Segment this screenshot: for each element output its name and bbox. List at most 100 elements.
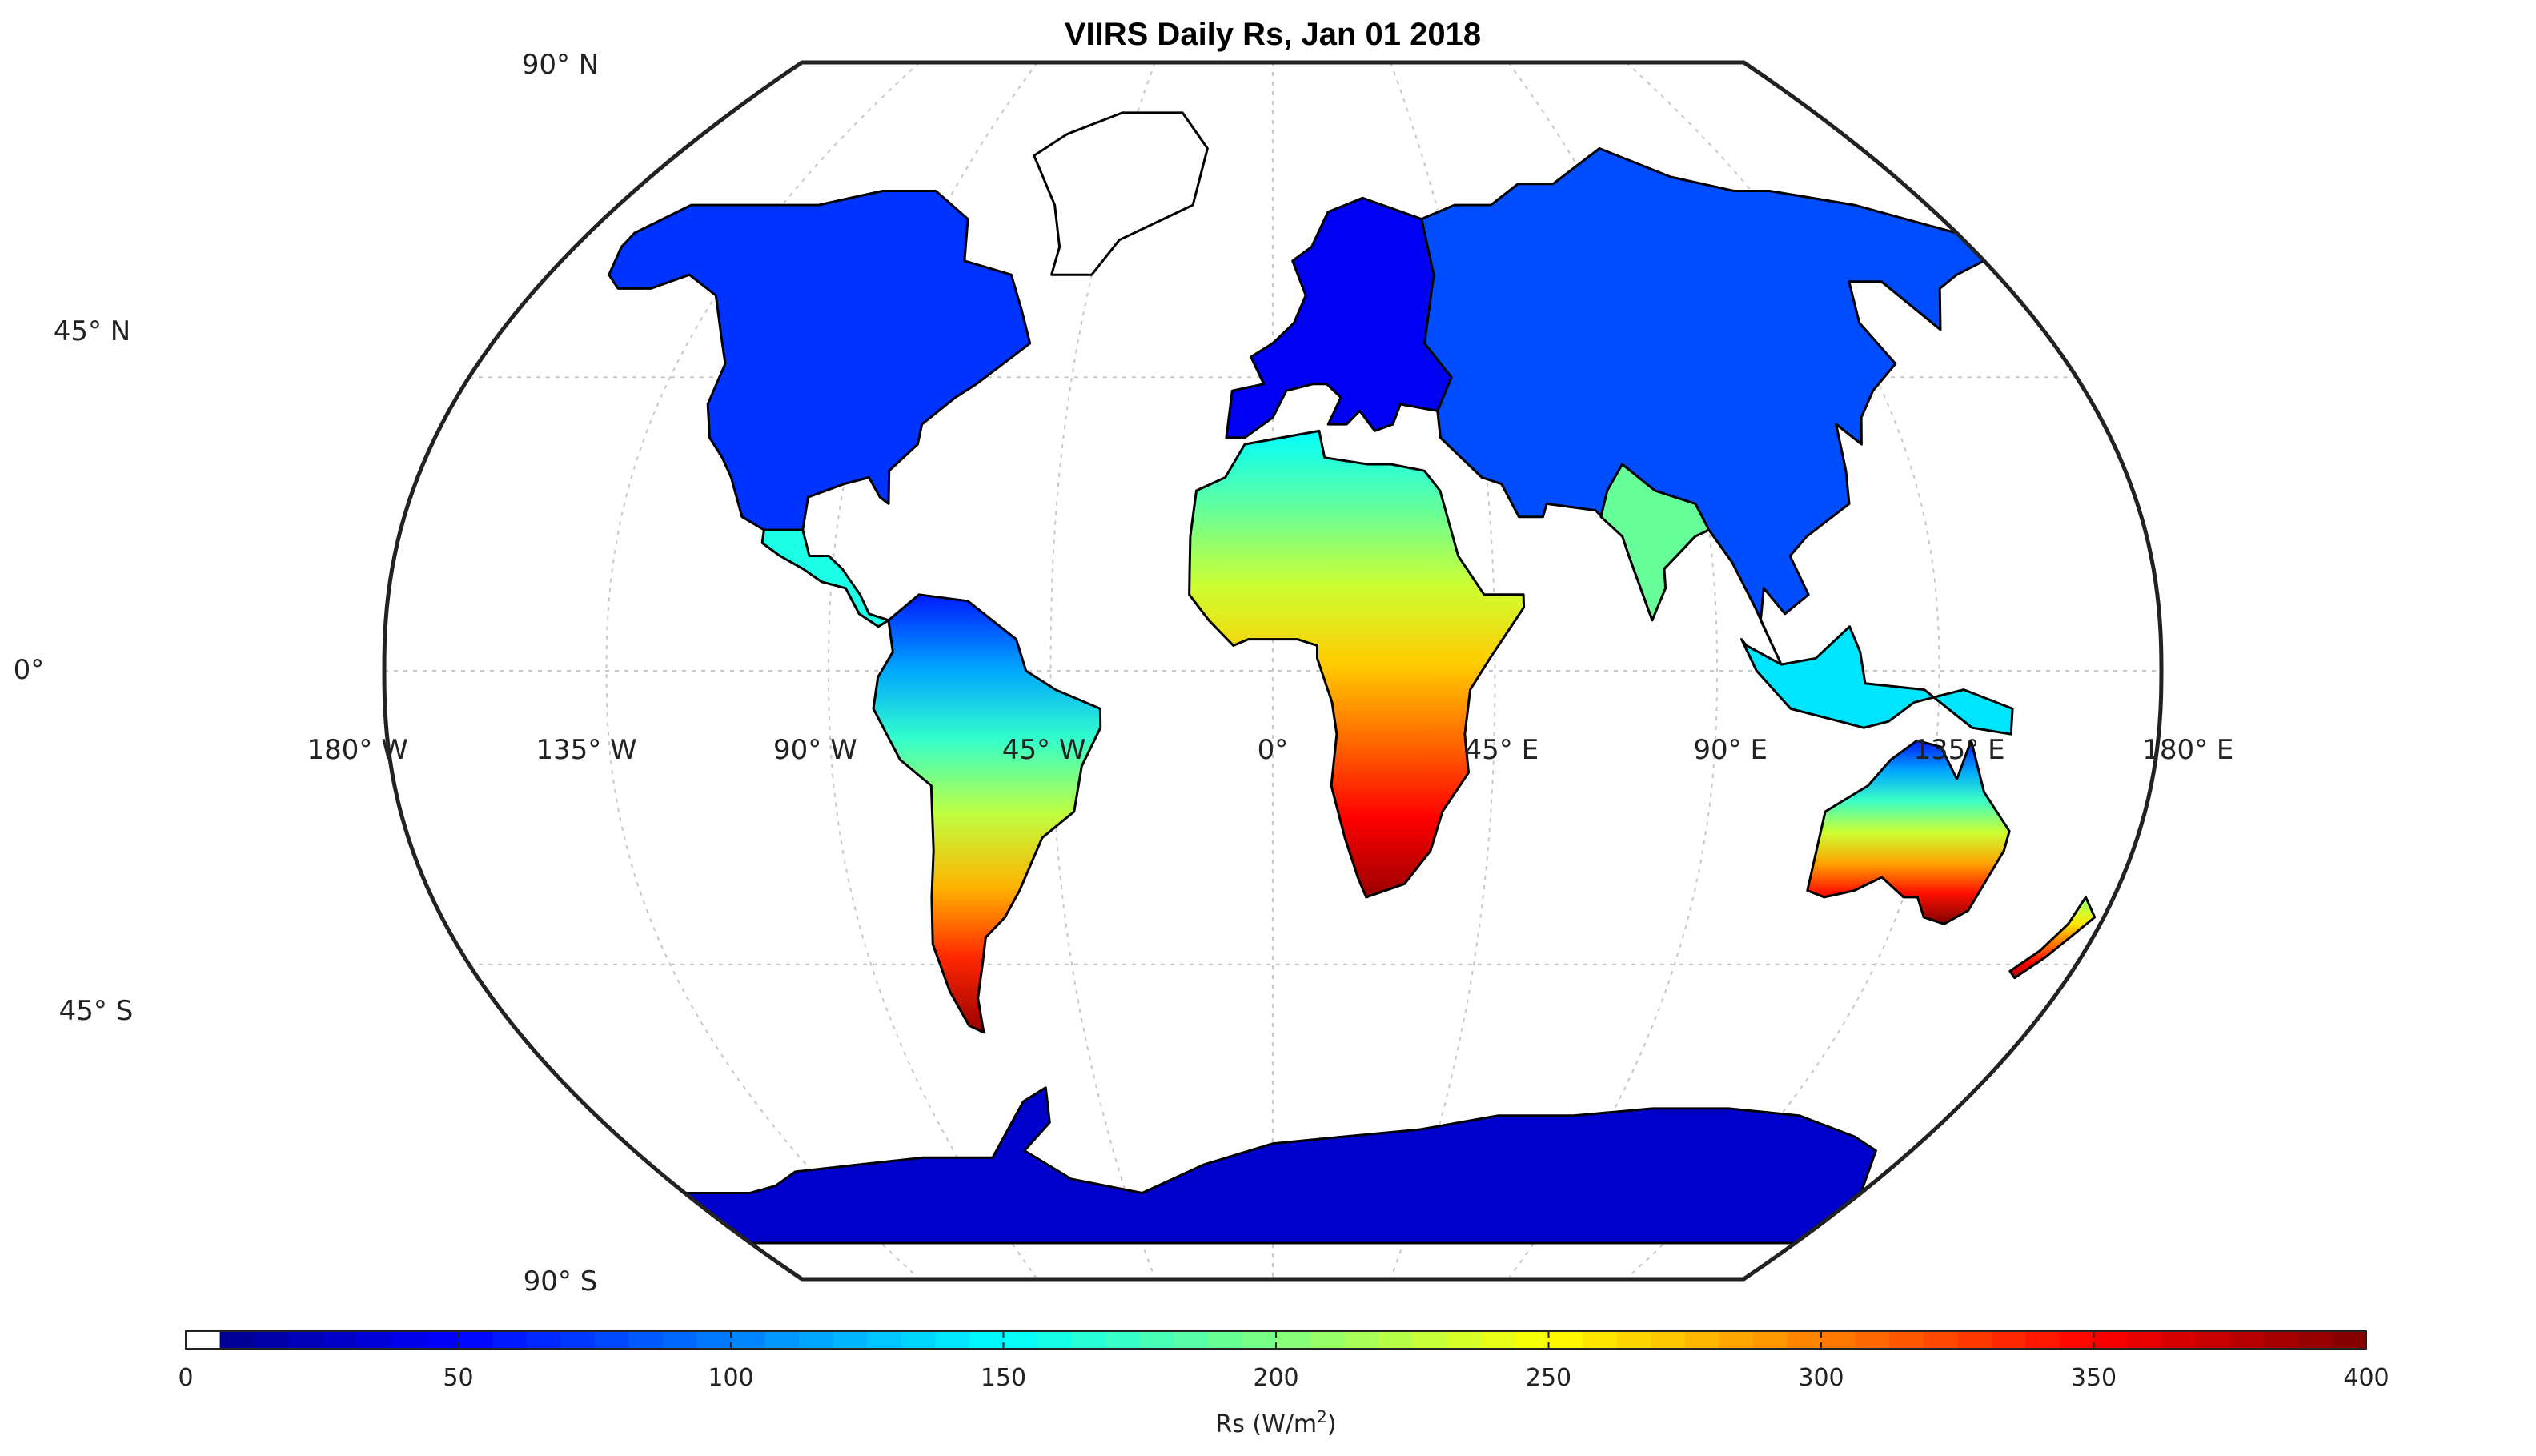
latitude-label: 90° S	[524, 1265, 598, 1298]
colorbar-cell	[1174, 1331, 1209, 1349]
colorbar-cell	[1583, 1331, 1618, 1349]
colorbar-cell	[731, 1331, 766, 1349]
colorbar-label-prefix: Rs (W/m	[1215, 1410, 1317, 1438]
longitude-label: 45° E	[1465, 734, 1539, 766]
map-area	[382, 60, 2164, 1282]
colorbar-cell	[2128, 1331, 2163, 1349]
colorbar-cell	[322, 1331, 357, 1349]
colorbar-cell	[1923, 1331, 1958, 1349]
colorbar-tick-label: 150	[981, 1364, 1026, 1392]
colorbar-cell	[1889, 1331, 1924, 1349]
colorbar-cell	[2196, 1331, 2231, 1349]
colorbar-cell	[2297, 1331, 2333, 1349]
colorbar-cell	[1344, 1331, 1379, 1349]
colorbar-cell	[969, 1331, 1005, 1349]
colorbar-cells	[186, 1331, 2367, 1349]
colorbar-cell	[1139, 1331, 1174, 1349]
colorbar-cell	[2229, 1331, 2265, 1349]
globe-outline	[382, 60, 2164, 1282]
colorbar-cell	[2161, 1331, 2197, 1349]
colorbar-cell	[662, 1331, 698, 1349]
colorbar-cell	[423, 1331, 459, 1349]
meridian-line	[1507, 62, 1719, 1279]
colorbar-label-suffix: )	[1327, 1410, 1337, 1438]
land-antarctica	[683, 1086, 1877, 1245]
colorbar-cell	[833, 1331, 868, 1349]
colorbar-cell	[1548, 1331, 1583, 1349]
latitude-label: 90° N	[522, 49, 600, 81]
colorbar-cell	[799, 1331, 834, 1349]
colorbar-cell	[1207, 1331, 1243, 1349]
colorbar-cell	[1412, 1331, 1447, 1349]
chart-title: VIIRS Daily Rs, Jan 01 2018	[1065, 17, 1481, 52]
colorbar-tick-label: 50	[443, 1364, 473, 1392]
land-africa	[1188, 429, 1526, 899]
colorbar-cell	[1037, 1331, 1073, 1349]
colorbar-cell	[1752, 1331, 1788, 1349]
colorbar-cell	[901, 1331, 936, 1349]
colorbar-cell	[1003, 1331, 1038, 1349]
colorbar-cell	[1514, 1331, 1550, 1349]
longitude-label: 180° E	[2142, 734, 2233, 766]
land-asia	[1420, 147, 1986, 666]
longitude-label: 135° E	[1913, 734, 2004, 766]
longitude-label: 90° W	[773, 734, 857, 766]
colorbar-cell	[2264, 1331, 2299, 1349]
colorbar-cell	[1957, 1331, 1992, 1349]
land-new-zealand	[2008, 896, 2097, 980]
meridian-line	[827, 62, 1038, 1279]
longitude-label: 0°	[1258, 734, 1289, 766]
longitude-label: 180° W	[307, 734, 408, 766]
colorbar-ticks: 0 50 100 150 200 250 300 350 400	[178, 1331, 2390, 1392]
colorbar-cell	[219, 1331, 255, 1349]
colorbar-cell	[1684, 1331, 1719, 1349]
land-rs-field	[608, 111, 2097, 1245]
colorbar-cell	[254, 1331, 289, 1349]
colorbar-cell	[696, 1331, 732, 1349]
geo-labels: 90° N 45° N 0° 45° S 90° S 180° W 135° W 90° W 4…	[14, 49, 2234, 1298]
colorbar-tick-label: 200	[1253, 1364, 1298, 1392]
colorbar-label-superscript: 2	[1317, 1407, 1327, 1426]
colorbar-cell	[1821, 1331, 1856, 1349]
colorbar-cell	[526, 1331, 561, 1349]
colorbar-cell	[1105, 1331, 1141, 1349]
latitude-label: 0°	[14, 654, 45, 686]
latitude-label: 45° S	[59, 995, 134, 1027]
colorbar-tick-label: 250	[1526, 1364, 1571, 1392]
colorbar-cell	[492, 1331, 528, 1349]
colorbar-cell	[1855, 1331, 1890, 1349]
colorbar-cell	[935, 1331, 970, 1349]
colorbar-cell	[764, 1331, 800, 1349]
colorbar-cell	[1378, 1331, 1413, 1349]
colorbar-cell	[390, 1331, 425, 1349]
land-southeast-asia	[1740, 625, 2014, 736]
land-south-america	[872, 593, 1102, 1034]
colorbar-cell	[1616, 1331, 1651, 1349]
colorbar-cell	[2332, 1331, 2367, 1349]
colorbar-tick-label: 100	[708, 1364, 753, 1392]
colorbar-tick-label: 350	[2071, 1364, 2117, 1392]
latitude-label: 45° N	[54, 315, 131, 347]
land-india	[1599, 463, 1711, 622]
land-greenland	[1033, 111, 1209, 276]
colorbar-cell	[1480, 1331, 1515, 1349]
colorbar-cell	[560, 1331, 596, 1349]
colorbar-cell	[1787, 1331, 1822, 1349]
colorbar-tick-label: 300	[1798, 1364, 1844, 1392]
colorbar-cell	[867, 1331, 902, 1349]
colorbar-cell	[1242, 1331, 1277, 1349]
colorbar-cell	[1310, 1331, 1345, 1349]
colorbar-cell	[1276, 1331, 1311, 1349]
colorbar-cell	[1071, 1331, 1106, 1349]
colorbar-cell	[2025, 1331, 2060, 1349]
colorbar-cell	[2059, 1331, 2095, 1349]
longitude-label: 45° W	[1002, 734, 1086, 766]
colorbar-cell	[287, 1331, 323, 1349]
colorbar-cell	[1446, 1331, 1481, 1349]
colorbar-label: Rs (W/m2)	[1215, 1407, 1336, 1438]
colorbar-cell	[2093, 1331, 2129, 1349]
land-north-america	[608, 190, 1032, 531]
colorbar-tick-label: 400	[2343, 1364, 2389, 1392]
colorbar-cell	[458, 1331, 493, 1349]
colorbar-cell	[1991, 1331, 2026, 1349]
